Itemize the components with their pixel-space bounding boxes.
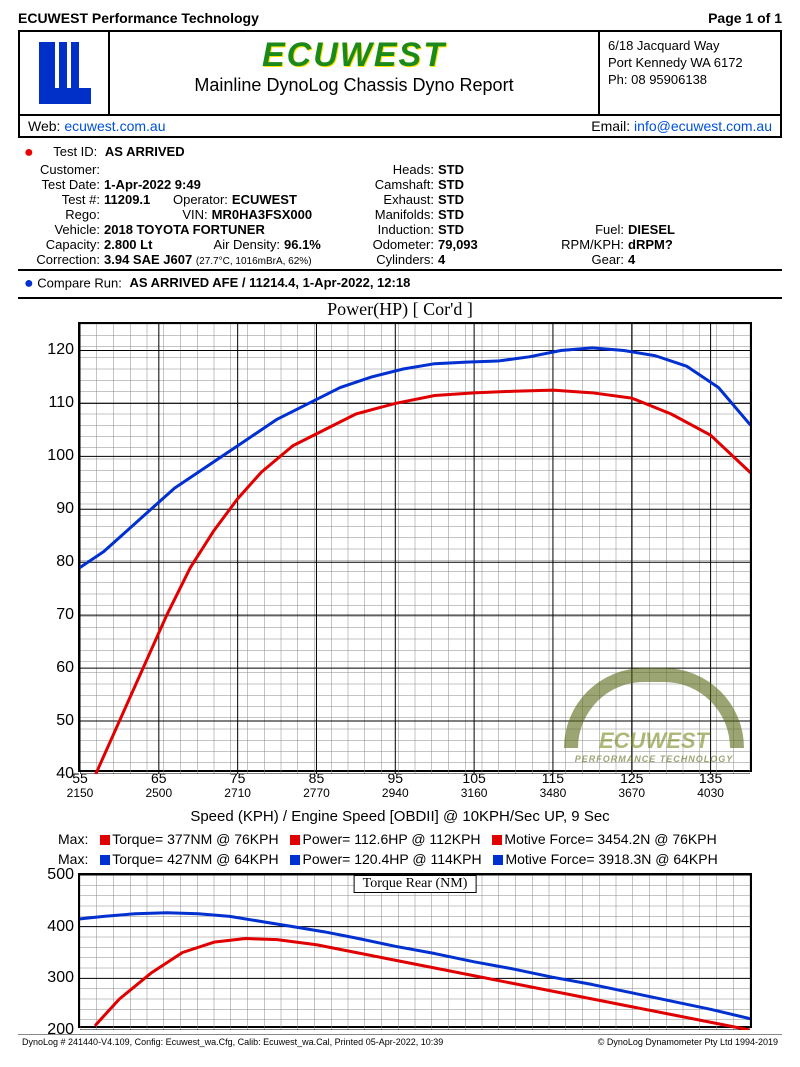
exhaust-label: Exhaust: [364, 192, 434, 207]
correction-sub: (27.7°C, 1016mBrA, 62%) [196, 256, 312, 267]
addr-line2: Port Kennedy WA 6172 [608, 55, 772, 72]
xtick: 952940 [382, 770, 409, 800]
ytick: 110 [48, 394, 80, 412]
testdate: 1-Apr-2022 9:49 [100, 177, 201, 192]
ytick: 400 [47, 918, 80, 936]
max2-power: Power= 120.4HP @ 114KPH [302, 851, 481, 867]
max1-motive: Motive Force= 3454.2N @ 76KPH [504, 831, 716, 847]
compare-value: AS ARRIVED AFE / 11214.4, 1-Apr-2022, 12… [125, 275, 410, 290]
correction: 3.94 SAE J607 [100, 252, 192, 267]
ytick: 300 [47, 969, 80, 987]
vin-label: VIN: [148, 207, 208, 222]
rpmkph-label: RPM/KPH: [544, 237, 624, 252]
web-label: Web: [28, 118, 60, 134]
induction: STD [434, 222, 464, 237]
metadata-block: ● Test ID: AS ARRIVED Customer: Heads:ST… [18, 138, 782, 271]
email-link[interactable]: info@ecuwest.com.au [634, 118, 772, 134]
xtick: 852770 [303, 770, 330, 800]
power-chart-title: Power(HP) [ Cor'd ] [18, 299, 782, 320]
heads: STD [434, 162, 464, 177]
power-xaxis-label: Speed (KPH) / Engine Speed [OBDII] @ 10K… [18, 808, 782, 825]
max-row-1: Max: Torque= 377NM @ 76KPH Power= 112.6H… [18, 829, 782, 849]
odometer-label: Odometer: [364, 237, 434, 252]
max2-label: Max: [58, 851, 88, 867]
page-indicator: Page 1 of 1 [708, 10, 782, 26]
max1-torque: Torque= 377NM @ 76KPH [112, 831, 278, 847]
addr-line1: 6/18 Jacquard Way [608, 38, 772, 55]
airdensity-label: Air Density: [194, 237, 280, 252]
capacity: 2.800 Lt [100, 237, 152, 252]
ytick: 50 [56, 712, 80, 730]
ytick: 500 [47, 866, 80, 884]
xtick: 1153480 [540, 770, 567, 800]
operator-label: Operator: [154, 192, 228, 207]
operator: ECUWEST [228, 192, 297, 207]
rpmkph: dRPM? [624, 237, 673, 252]
ytick: 120 [47, 341, 80, 359]
cylinders-label: Cylinders: [364, 252, 434, 267]
xtick: 652500 [145, 770, 172, 800]
addr-line3: Ph: 08 95906138 [608, 72, 772, 89]
fuel: DIESEL [624, 222, 675, 237]
compare-run-row: ● Compare Run: AS ARRIVED AFE / 11214.4,… [18, 271, 782, 299]
footer-right: © DynoLog Dynamometer Pty Ltd 1994-2019 [598, 1037, 778, 1047]
xtick: 1354030 [697, 770, 724, 800]
ytick: 70 [56, 606, 80, 624]
customer-label: Customer: [24, 162, 100, 177]
testdate-label: Test Date: [24, 177, 100, 192]
testno: 11209.1 [100, 192, 150, 207]
vehicle-label: Vehicle: [24, 222, 100, 237]
max2-motive: Motive Force= 3918.3N @ 64KPH [505, 851, 717, 867]
ytick: 90 [56, 500, 80, 518]
xtick: 1253670 [618, 770, 645, 800]
ytick: 80 [56, 553, 80, 571]
compare-label: Compare Run: [37, 275, 122, 290]
torque-chart-title: Torque Rear (NM) [354, 875, 477, 893]
max2-torque: Torque= 427NM @ 64KPH [112, 851, 278, 867]
gear: 4 [624, 252, 635, 267]
email-label: Email: [591, 118, 630, 134]
xtick: 1053160 [461, 770, 488, 800]
test-id: AS ARRIVED [101, 144, 185, 159]
airdensity: 96.1% [280, 237, 321, 252]
address-block: 6/18 Jacquard Way Port Kennedy WA 6172 P… [600, 32, 780, 114]
manifolds: STD [434, 207, 464, 222]
testno-label: Test #: [24, 192, 100, 207]
ytick: 60 [56, 659, 80, 677]
xtick: 552150 [67, 770, 94, 800]
footer-left: DynoLog # 241440-V4.109, Config: Ecuwest… [22, 1037, 443, 1047]
correction-label: Correction: [24, 252, 100, 267]
camshaft: STD [434, 177, 464, 192]
company-name: ECUWEST Performance Technology [18, 10, 259, 26]
gear-label: Gear: [544, 252, 624, 267]
power-chart: ECUWEST PERFORMANCE TECHNOLOGY 405060708… [78, 322, 752, 772]
max-row-2: Max: Torque= 427NM @ 64KPH Power= 120.4H… [18, 849, 782, 869]
camshaft-label: Camshaft: [364, 177, 434, 192]
cylinders: 4 [434, 252, 445, 267]
fuel-label: Fuel: [544, 222, 624, 237]
ytick: 200 [47, 1021, 80, 1039]
ytick: 100 [47, 447, 80, 465]
max1-power: Power= 112.6HP @ 112KPH [302, 831, 480, 847]
odometer: 79,093 [434, 237, 478, 252]
max1-label: Max: [58, 831, 88, 847]
report-subtitle: Mainline DynoLog Chassis Dyno Report [120, 75, 588, 96]
torque-chart: Torque Rear (NM) 200300400500 [78, 873, 752, 1028]
manifolds-label: Manifolds: [364, 207, 434, 222]
rego-label: Rego: [24, 207, 100, 222]
brand-title: ECUWEST [120, 36, 588, 75]
heads-label: Heads: [364, 162, 434, 177]
exhaust: STD [434, 192, 464, 207]
capacity-label: Capacity: [24, 237, 100, 252]
header-box: ECUWEST Mainline DynoLog Chassis Dyno Re… [18, 30, 782, 116]
vin: MR0HA3FSX000 [208, 207, 312, 222]
test-id-label: Test ID: [37, 144, 97, 159]
web-link[interactable]: ecuwest.com.au [64, 118, 165, 134]
logo [20, 32, 110, 114]
xtick: 752710 [224, 770, 251, 800]
induction-label: Induction: [364, 222, 434, 237]
vehicle: 2018 TOYOTA FORTUNER [100, 222, 265, 237]
